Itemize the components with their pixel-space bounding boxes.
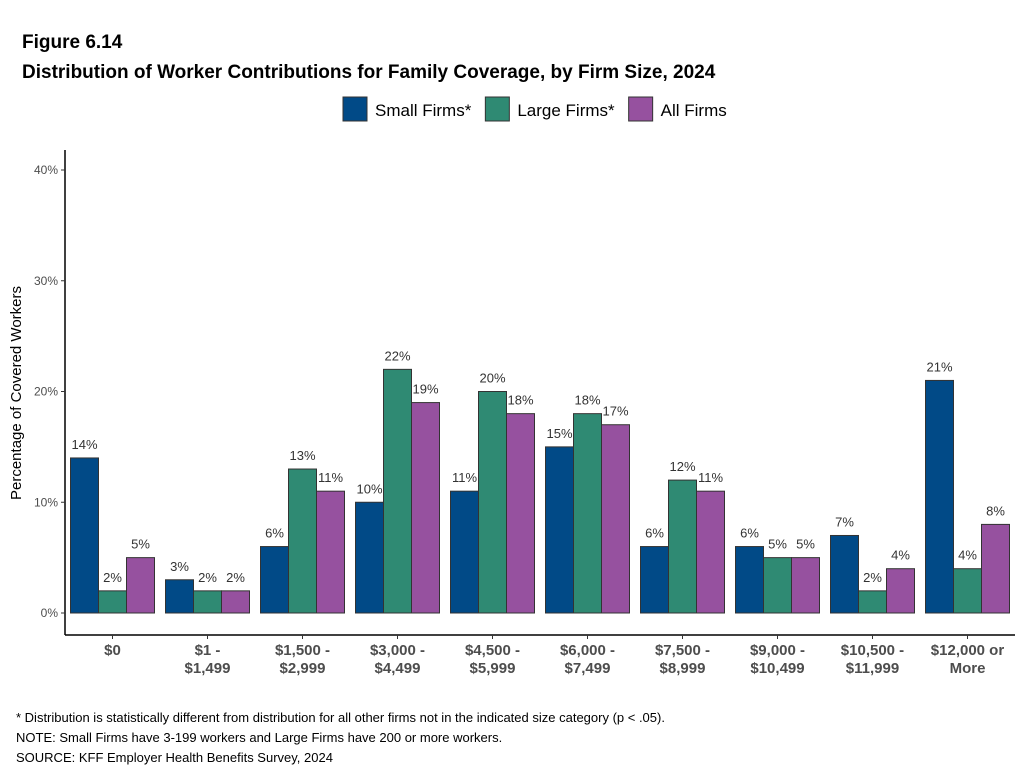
- x-tick-label: More: [950, 660, 986, 677]
- x-tick-label: $4,499: [375, 660, 421, 677]
- bar-all-firms: [696, 490, 725, 614]
- bar-small-firms: [355, 501, 384, 614]
- x-tick-label: $4,500 -: [465, 642, 520, 659]
- bar-small-firms: [925, 379, 954, 614]
- x-tick-label: $9,000 -: [750, 642, 805, 659]
- y-axis-title: Percentage of Covered Workers: [8, 286, 25, 500]
- bar-small-firms: [640, 546, 669, 614]
- footnote-significance: * Distribution is statistically differen…: [16, 710, 665, 725]
- bar-small-firms: [830, 534, 859, 614]
- data-label: 18%: [574, 393, 600, 408]
- bar-all-firms: [886, 568, 915, 614]
- x-tick-label: $2,999: [280, 660, 326, 677]
- data-label: 13%: [289, 448, 315, 463]
- data-label: 3%: [170, 559, 189, 574]
- legend-swatch: [342, 96, 368, 122]
- bar-all-firms: [791, 557, 820, 614]
- data-label: 5%: [131, 537, 150, 552]
- x-tick-label: $3,000 -: [370, 642, 425, 659]
- data-label: 6%: [265, 526, 284, 541]
- data-label: 7%: [835, 514, 854, 529]
- data-label: 11%: [452, 470, 477, 485]
- bar-all-firms: [221, 590, 250, 614]
- y-tick-label: 10%: [34, 495, 58, 509]
- bar-large-firms: [953, 568, 982, 614]
- data-label: 5%: [768, 537, 787, 552]
- bar-small-firms: [165, 579, 194, 614]
- bar-large-firms: [383, 368, 412, 614]
- x-tick-label: $1 -: [195, 642, 221, 659]
- x-tick-label: $1,500 -: [275, 642, 330, 659]
- bar-large-firms: [478, 391, 507, 614]
- data-label: 6%: [645, 526, 664, 541]
- data-label: 4%: [958, 548, 977, 563]
- legend-swatch: [628, 96, 654, 122]
- bar-all-firms: [126, 557, 155, 614]
- legend-label: Small Firms*: [375, 101, 472, 120]
- x-tick-label: $5,999: [470, 660, 516, 677]
- bar-large-firms: [668, 479, 697, 614]
- data-label: 2%: [226, 570, 245, 585]
- bar-all-firms: [411, 402, 440, 614]
- y-tick-label: 30%: [34, 274, 58, 288]
- bar-all-firms: [316, 490, 345, 614]
- bar-large-firms: [98, 590, 127, 614]
- data-label: 2%: [198, 570, 217, 585]
- x-tick-label: $10,500 -: [841, 642, 904, 659]
- x-tick-label: $0: [104, 642, 121, 659]
- data-label: 14%: [71, 437, 97, 452]
- legend-label: All Firms: [661, 101, 727, 120]
- bar-small-firms: [70, 457, 99, 614]
- footnote-source: SOURCE: KFF Employer Health Benefits Sur…: [16, 750, 333, 765]
- bar-small-firms: [735, 546, 764, 614]
- data-label: 10%: [356, 481, 382, 496]
- data-label: 21%: [926, 359, 952, 374]
- bar-large-firms: [573, 413, 602, 614]
- bar-small-firms: [450, 490, 479, 614]
- bar-large-firms: [193, 590, 222, 614]
- bar-all-firms: [506, 413, 535, 614]
- bar-all-firms: [601, 424, 630, 614]
- bar-large-firms: [763, 557, 792, 614]
- data-label: 11%: [698, 470, 723, 485]
- data-label: 22%: [384, 348, 410, 363]
- data-label: 2%: [863, 570, 882, 585]
- legend-label: Large Firms*: [517, 101, 615, 120]
- x-tick-label: $6,000 -: [560, 642, 615, 659]
- bar-small-firms: [260, 546, 289, 614]
- data-label: 2%: [103, 570, 122, 585]
- data-label: 11%: [318, 470, 343, 485]
- y-tick-label: 40%: [34, 163, 58, 177]
- footnote-note: NOTE: Small Firms have 3-199 workers and…: [16, 730, 503, 745]
- data-label: 15%: [546, 426, 572, 441]
- x-tick-label: $7,500 -: [655, 642, 710, 659]
- x-tick-label: $7,499: [565, 660, 611, 677]
- chart-subtitle: Distribution of Worker Contributions for…: [22, 62, 716, 83]
- data-label: 19%: [412, 382, 438, 397]
- data-label: 6%: [740, 526, 759, 541]
- x-tick-label: $11,999: [846, 660, 899, 677]
- bar-small-firms: [545, 446, 574, 614]
- data-label: 17%: [602, 404, 628, 419]
- data-label: 4%: [891, 548, 910, 563]
- y-tick-label: 20%: [34, 385, 58, 399]
- data-label: 5%: [796, 537, 815, 552]
- data-label: 18%: [507, 393, 533, 408]
- y-tick-label: 0%: [41, 606, 59, 620]
- bar-large-firms: [288, 468, 317, 614]
- data-label: 12%: [669, 459, 695, 474]
- data-label: 20%: [479, 371, 505, 386]
- chart-title: Figure 6.14: [22, 32, 123, 53]
- legend-swatch: [484, 96, 510, 122]
- x-tick-label: $1,499: [185, 660, 231, 677]
- bar-large-firms: [858, 590, 887, 614]
- x-tick-label: $10,499: [750, 660, 804, 677]
- bar-all-firms: [981, 523, 1010, 614]
- x-tick-label: $12,000 or: [931, 642, 1005, 659]
- data-label: 8%: [986, 503, 1005, 518]
- x-tick-label: $8,999: [660, 660, 706, 677]
